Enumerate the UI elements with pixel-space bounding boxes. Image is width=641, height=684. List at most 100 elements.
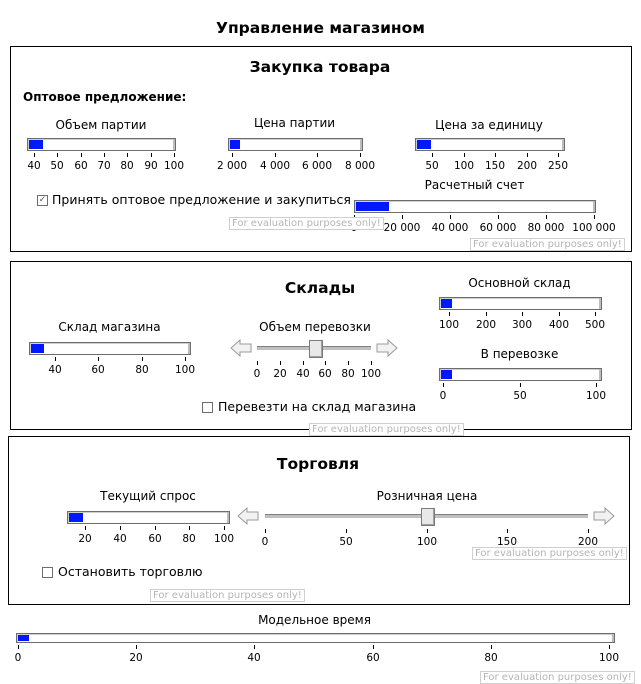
in-transit-label: В перевозке	[480, 347, 559, 361]
account-gauge	[354, 200, 596, 213]
main-warehouse-gauge	[439, 297, 602, 310]
retail-price-slider-thumb[interactable]	[421, 508, 435, 526]
tick-mark	[596, 383, 597, 387]
gauge-edge	[599, 369, 601, 380]
tick-mark	[443, 383, 444, 387]
tick-mark	[402, 215, 403, 219]
gauge-fill	[31, 344, 44, 353]
stop-trade-checkbox[interactable]	[42, 567, 53, 578]
transfer-volume-scale: 0 20 40 60 80 100	[254, 361, 381, 383]
tick-mark	[486, 312, 487, 316]
tick-label: 50	[513, 390, 527, 402]
tick-label: 50	[339, 536, 353, 548]
tick-label: 100	[585, 390, 607, 402]
tick-label: 100 000	[572, 222, 616, 234]
watermark: For evaluation purposes only!	[470, 238, 625, 251]
lot-volume-label: Объем партии	[55, 118, 147, 132]
warehouses-title: Склады	[284, 279, 356, 297]
gauge-fill	[29, 140, 43, 149]
gauge-edge	[173, 139, 175, 150]
tick-label: 40	[27, 160, 41, 172]
retail-price-scale: 0 50 100 150 200	[261, 529, 598, 551]
tick-label: 60	[318, 368, 332, 380]
transfer-to-store-label: Перевезти на склад магазина	[218, 399, 417, 414]
unit-price-gauge	[415, 138, 565, 151]
tick-label: 40 000	[431, 222, 469, 234]
tick-mark	[507, 529, 508, 533]
model-time-label: Модельное время	[258, 613, 371, 627]
arrow-right-icon[interactable]	[376, 339, 398, 357]
tick-mark	[588, 529, 589, 533]
tick-mark	[224, 526, 225, 530]
tick-mark	[18, 645, 19, 649]
stop-trade-label: Остановить торговлю	[58, 564, 203, 579]
tick-mark	[104, 153, 105, 157]
watermark: For evaluation purposes only!	[229, 217, 384, 230]
tick-label: 0	[261, 536, 269, 548]
tick-label: 20 000	[383, 222, 421, 234]
gauge-edge	[599, 298, 601, 309]
checkmark-icon: ✓	[38, 195, 47, 205]
tick-label: 40	[247, 652, 261, 664]
tick-label: 300	[511, 319, 533, 331]
tick-mark	[558, 153, 559, 157]
tick-label: 50	[50, 160, 64, 172]
tick-mark	[174, 153, 175, 157]
tick-mark	[189, 526, 190, 530]
watermark: For evaluation purposes only!	[150, 589, 305, 602]
tick-mark	[81, 153, 82, 157]
watermark: For evaluation purposes only!	[309, 423, 464, 436]
tick-mark	[57, 153, 58, 157]
tick-label: 4 000	[259, 160, 291, 172]
main-warehouse-label: Основной склад	[468, 276, 571, 290]
gauge-fill	[417, 140, 431, 149]
transfer-to-store-checkbox[interactable]	[202, 402, 213, 413]
tick-label: 80	[182, 533, 196, 545]
lot-volume-scale: 40 50 60 70 80 90 100	[27, 153, 184, 175]
tick-label: 80	[341, 368, 355, 380]
store-warehouse-label: Склад магазина	[58, 320, 161, 334]
arrow-left-icon[interactable]	[230, 339, 252, 357]
tick-mark	[151, 153, 152, 157]
tick-mark	[127, 153, 128, 157]
tick-label: 500	[584, 319, 606, 331]
tick-label: 200	[516, 160, 538, 172]
tick-label: 20	[78, 533, 92, 545]
arrow-left-icon[interactable]	[237, 507, 259, 525]
gauge-edge	[612, 634, 614, 642]
main-warehouse-scale: 100 200 300 400 500	[439, 312, 605, 334]
tick-label: 40	[296, 368, 310, 380]
tick-label: 100	[438, 319, 460, 331]
tick-label: 80 000	[527, 222, 565, 234]
tick-label: 150	[496, 536, 518, 548]
tick-label: 400	[548, 319, 570, 331]
lot-volume-gauge	[27, 138, 176, 151]
tick-mark	[85, 526, 86, 530]
unit-price-scale: 50 100 150 200 250	[425, 153, 568, 175]
tick-mark	[527, 153, 528, 157]
tick-mark	[98, 357, 99, 361]
tick-label: 80	[484, 652, 498, 664]
arrow-right-icon[interactable]	[593, 507, 615, 525]
tick-mark	[522, 312, 523, 316]
purchase-title: Закупка товара	[249, 58, 391, 76]
in-transit-scale: 0 50 100	[440, 383, 606, 405]
tick-label: 100	[360, 368, 382, 380]
tick-mark	[546, 215, 547, 219]
tick-label: 200	[475, 319, 497, 331]
accept-offer-checkbox[interactable]: ✓	[37, 195, 48, 206]
tick-mark	[595, 312, 596, 316]
tick-mark	[432, 153, 433, 157]
tick-mark	[373, 645, 374, 649]
tick-mark	[55, 357, 56, 361]
watermark: For evaluation purposes only!	[480, 671, 635, 684]
tick-mark	[317, 153, 318, 157]
tick-mark	[360, 153, 361, 157]
transfer-volume-slider-thumb[interactable]	[309, 340, 323, 358]
tick-mark	[498, 215, 499, 219]
tick-label: 60 000	[479, 222, 517, 234]
tick-mark	[120, 526, 121, 530]
gauge-edge	[360, 139, 362, 150]
tick-mark	[609, 645, 610, 649]
tick-mark	[155, 526, 156, 530]
